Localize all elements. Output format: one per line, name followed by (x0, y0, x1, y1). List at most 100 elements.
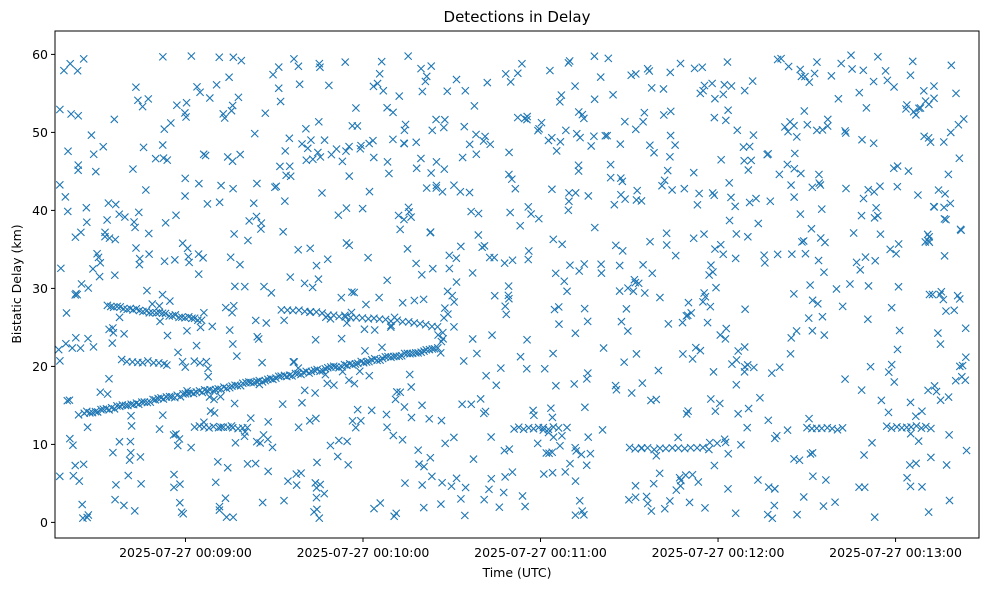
data-point-marker (606, 160, 615, 169)
data-point-marker (755, 393, 764, 402)
data-point-marker (720, 80, 729, 89)
data-point-marker (384, 352, 393, 361)
data-point-marker (110, 271, 119, 280)
data-point-marker (561, 126, 570, 135)
data-point-marker (418, 87, 427, 96)
data-point-marker (740, 156, 749, 165)
data-point-marker (686, 443, 695, 452)
data-point-marker (294, 364, 303, 373)
data-point-marker (574, 108, 583, 116)
data-point-marker (449, 322, 458, 331)
data-point-marker (175, 498, 184, 507)
data-point-marker (792, 132, 801, 141)
data-point-marker (668, 185, 677, 194)
data-point-marker (806, 281, 815, 290)
data-point-marker (775, 170, 784, 179)
data-point-marker (199, 253, 208, 262)
data-point-marker (104, 374, 113, 383)
data-point-marker (597, 269, 606, 278)
data-point-marker (860, 451, 869, 460)
data-point-marker (65, 396, 74, 405)
data-point-marker (252, 437, 261, 446)
data-point-marker (620, 117, 629, 126)
data-point-marker (870, 513, 879, 522)
data-point-marker (71, 233, 80, 242)
data-point-marker (820, 331, 829, 340)
data-point-marker (204, 372, 213, 381)
data-point-marker (220, 114, 229, 123)
data-point-marker (894, 240, 903, 248)
data-point-marker (660, 176, 669, 185)
data-point-marker (268, 443, 277, 452)
data-point-marker (682, 311, 691, 320)
data-point-marker (227, 422, 236, 430)
data-point-marker (954, 120, 963, 129)
data-point-marker (906, 429, 915, 438)
data-point-marker (280, 496, 288, 505)
data-point-marker (563, 287, 572, 296)
data-point-marker (341, 147, 350, 156)
data-point-marker (96, 388, 105, 397)
data-point-marker (733, 126, 742, 135)
data-point-marker (230, 399, 239, 408)
data-point-marker (209, 386, 218, 395)
data-point-marker (876, 230, 885, 239)
data-point-marker (307, 367, 316, 376)
data-point-marker (678, 350, 687, 359)
data-point-marker (233, 381, 242, 390)
data-point-marker (111, 200, 120, 209)
data-point-marker (565, 57, 574, 65)
data-point-marker (685, 498, 694, 507)
data-point-marker (710, 461, 719, 470)
data-point-marker (461, 483, 470, 492)
data-point-marker (787, 250, 796, 259)
data-point-marker (340, 311, 349, 320)
data-point-marker (64, 147, 73, 156)
data-point-marker (343, 437, 352, 446)
data-point-marker (719, 250, 728, 259)
data-point-marker (316, 480, 325, 489)
data-point-marker (555, 441, 564, 450)
data-point-marker (479, 409, 488, 418)
data-point-marker (524, 247, 533, 256)
data-point-marker (852, 258, 861, 267)
data-point-marker (54, 345, 63, 354)
data-point-marker (181, 174, 190, 183)
data-point-marker (786, 117, 795, 126)
data-point-marker (706, 394, 715, 403)
data-point-marker (881, 66, 890, 75)
data-point-marker (295, 80, 304, 89)
data-point-marker (368, 136, 377, 145)
data-point-marker (426, 228, 435, 237)
data-point-marker (160, 257, 169, 266)
data-point-marker (127, 411, 136, 420)
data-point-marker (893, 182, 902, 191)
data-point-marker (217, 181, 226, 190)
data-point-marker (793, 510, 802, 519)
data-point-marker (691, 343, 700, 352)
data-point-marker (631, 444, 640, 453)
data-point-marker (350, 379, 359, 388)
data-point-marker (892, 422, 901, 431)
data-point-marker (894, 282, 903, 291)
data-point-marker (410, 296, 419, 305)
data-point-marker (571, 443, 580, 452)
data-point-marker (115, 313, 124, 322)
data-point-marker (640, 288, 649, 297)
data-point-marker (202, 357, 211, 366)
y-tick-label: 30 (32, 281, 48, 296)
data-point-marker (550, 305, 559, 314)
data-point-marker (941, 189, 950, 198)
data-point-marker (611, 381, 620, 390)
data-point-marker (353, 405, 362, 414)
data-point-marker (560, 277, 569, 286)
data-point-marker (436, 500, 445, 509)
data-point-marker (947, 61, 956, 70)
data-point-marker (741, 305, 750, 314)
data-point-marker (264, 467, 273, 476)
data-point-marker (544, 136, 553, 145)
data-point-marker (161, 309, 170, 318)
data-point-marker (659, 111, 668, 119)
data-point-marker (261, 109, 270, 118)
data-point-marker (763, 150, 772, 159)
